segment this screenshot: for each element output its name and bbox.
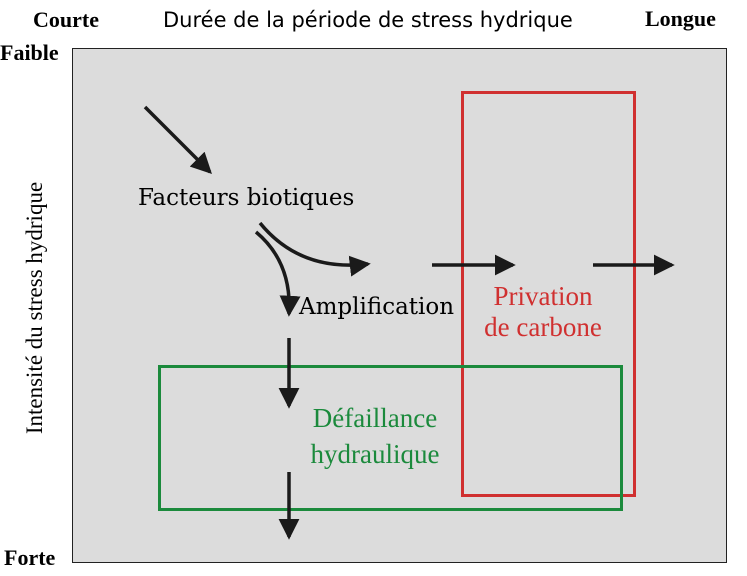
biotic-input-arrow <box>143 105 212 174</box>
diagram-panel <box>72 48 727 563</box>
hydraulic-failure-label: Défaillance hydraulique <box>290 400 460 472</box>
x-axis-title: Durée de la période de stress hydrique <box>163 8 573 32</box>
curve-to-right-arrow <box>258 221 371 277</box>
x-axis-start-label: Courte <box>33 7 99 32</box>
amplification-label: Amplification <box>299 294 455 320</box>
hydraulic-label-line1: Défaillance <box>312 403 438 433</box>
hydraulic-label-line2: hydraulique <box>310 439 440 469</box>
carbon-starvation-zone <box>461 91 636 497</box>
carbon-starvation-label: Privation de carbone <box>468 281 618 343</box>
curve-down-arrow <box>254 230 301 317</box>
carbon-label-line1: Privation <box>493 281 593 311</box>
carbon-label-line2: de carbone <box>484 312 602 342</box>
x-axis-end-label: Longue <box>645 6 716 31</box>
biotic-factors-label: Facteurs biotiques <box>138 185 355 211</box>
y-axis-end-label: Forte <box>4 545 56 570</box>
y-axis-start-label: Faible <box>0 40 59 65</box>
hydraulic-failure-zone <box>158 365 623 511</box>
